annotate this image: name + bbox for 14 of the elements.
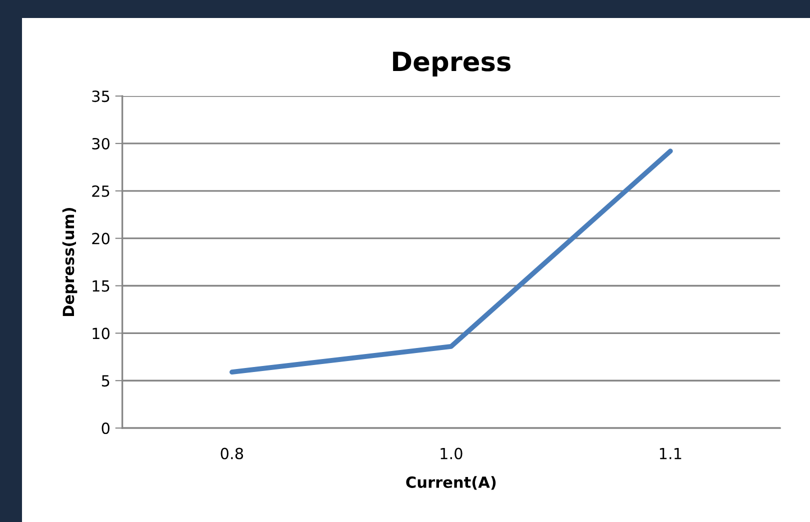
- y-tick-label: 25: [92, 185, 110, 197]
- chart-title: Depress: [393, 52, 510, 77]
- y-tick-label: 0: [102, 422, 110, 434]
- x-tick-label: 1.0: [440, 448, 462, 460]
- y-tick-label: 30: [92, 138, 110, 150]
- y-tick-label: 10: [92, 328, 110, 340]
- y-tick-label: 35: [92, 90, 110, 102]
- y-tick-label: 15: [92, 280, 110, 292]
- x-tick-label: 0.8: [220, 448, 244, 460]
- y-tick-label: 20: [92, 232, 110, 244]
- y-axis-title: Depress(um): [62, 208, 78, 316]
- x-axis-title: Current(A): [406, 476, 496, 490]
- x-tick-label: 1.1: [660, 448, 682, 460]
- y-tick-label: 5: [102, 375, 110, 387]
